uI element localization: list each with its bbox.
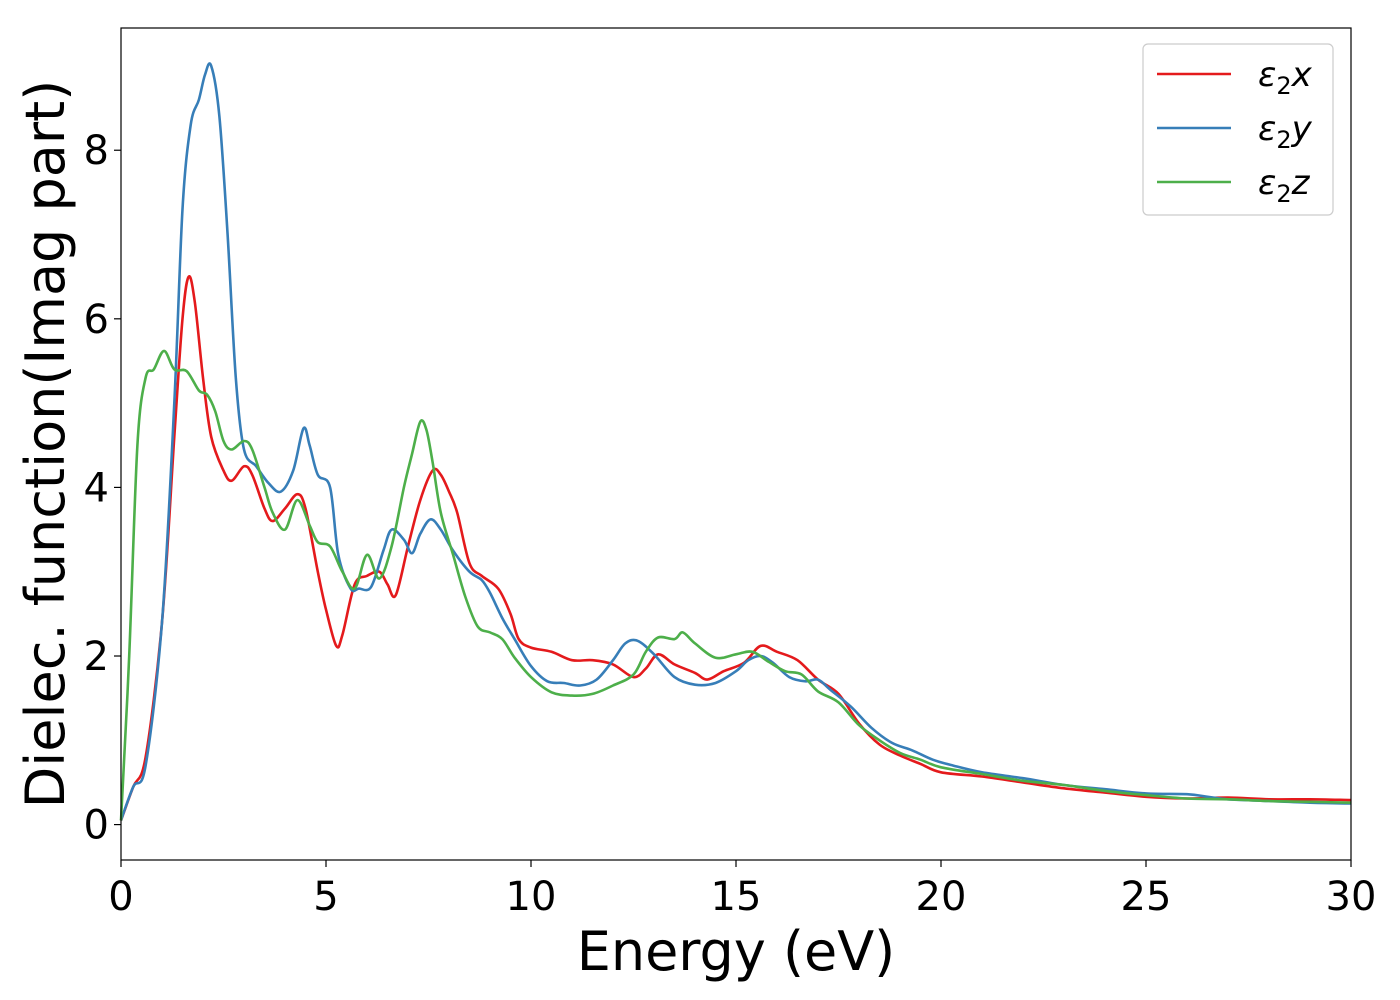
legend: ε2x ε2y ε2z	[1142, 43, 1334, 216]
legend-box	[1142, 43, 1334, 216]
x-tick-label: 25	[1121, 874, 1172, 920]
x-tick-label: 20	[916, 874, 967, 920]
x-tick-label: 30	[1326, 874, 1377, 920]
legend-label-x: ε2x	[1258, 55, 1313, 100]
x-tick-label: 0	[108, 874, 133, 920]
x-axis: 0 5 10 15 20 25 30	[108, 860, 1376, 920]
series-line-z	[119, 349, 1352, 821]
y-tick-label: 6	[84, 297, 109, 343]
series-line-y	[119, 62, 1352, 821]
x-axis-label: Energy (eV)	[577, 920, 896, 983]
y-tick-label: 2	[84, 634, 109, 680]
series-line-x	[119, 274, 1352, 821]
legend-label-y: ε2y	[1258, 109, 1313, 154]
y-tick-label: 8	[84, 128, 109, 174]
y-axis: 0 2 4 6 8	[84, 128, 121, 849]
y-axis-label: Dielec. function(Imag part)	[14, 80, 77, 809]
x-tick-label: 10	[506, 874, 557, 920]
y-tick-label: 4	[84, 465, 109, 511]
y-tick-label: 0	[84, 803, 109, 849]
x-tick-label: 15	[711, 874, 762, 920]
legend-label-z: ε2z	[1258, 163, 1311, 208]
series-layer	[119, 62, 1352, 821]
x-tick-label: 5	[313, 874, 338, 920]
